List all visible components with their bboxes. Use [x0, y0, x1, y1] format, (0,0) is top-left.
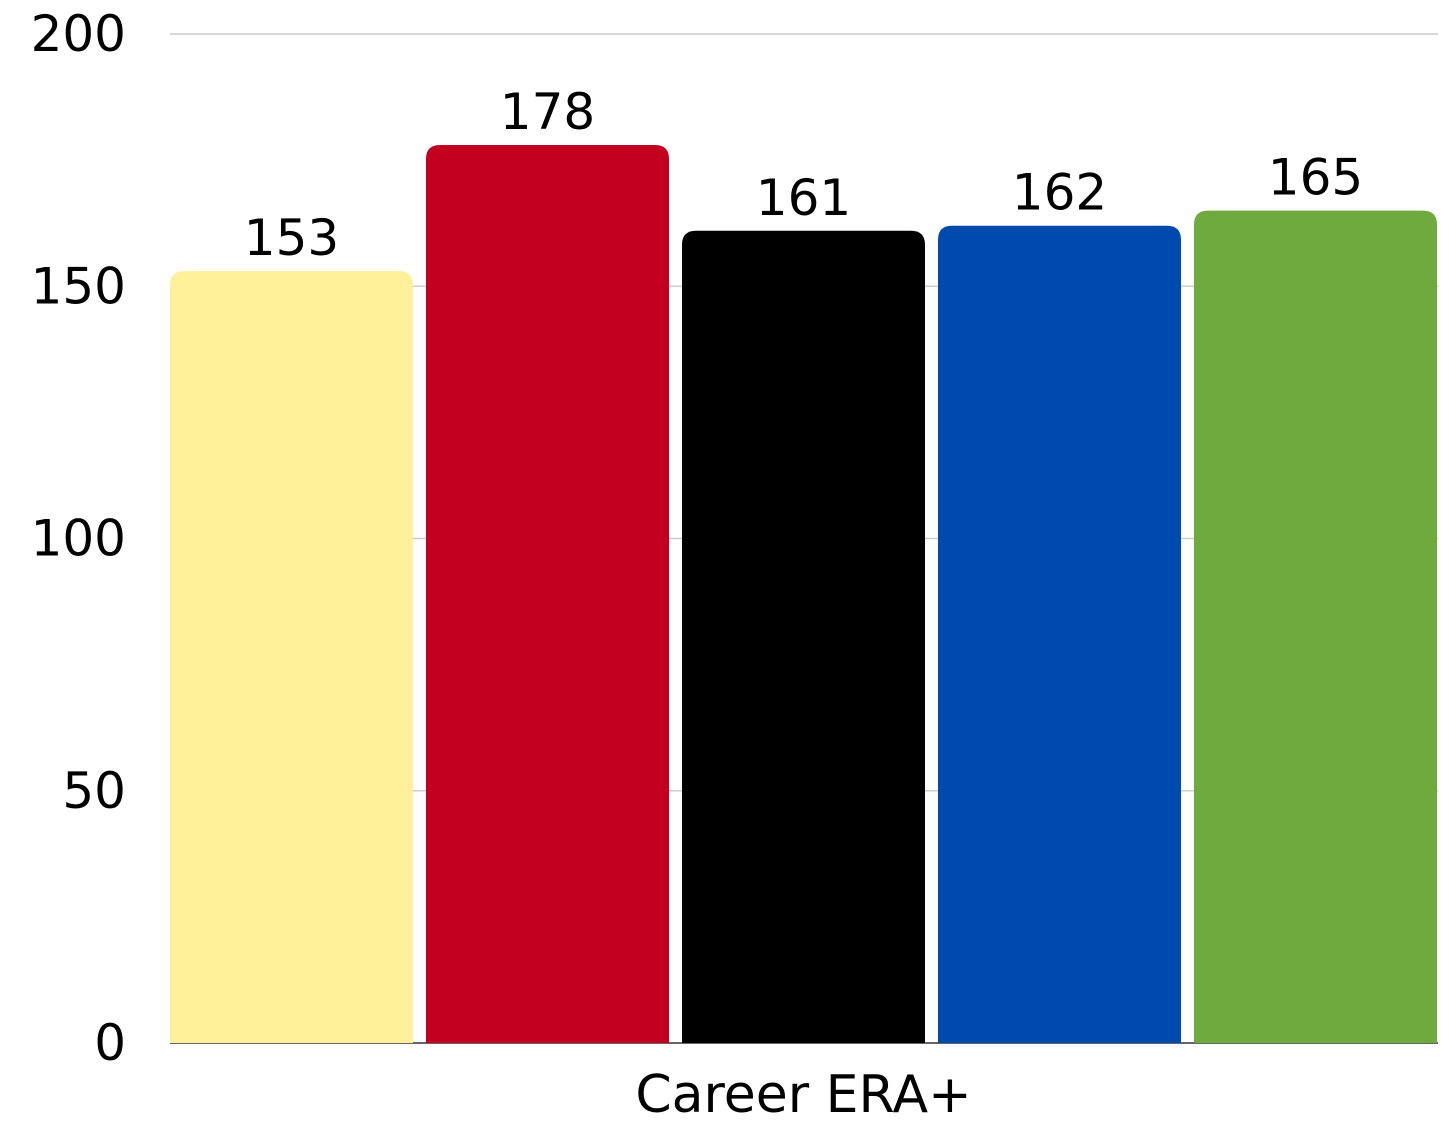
data-label-2: 178 [500, 83, 595, 141]
bar-1 [170, 271, 413, 1043]
category-label: Career ERA+ [635, 1065, 971, 1124]
y-tick-label-0: 0 [94, 1014, 126, 1072]
data-label-5: 165 [1268, 149, 1363, 207]
y-tick-label-200: 200 [31, 5, 126, 63]
y-tick-label-100: 100 [31, 510, 126, 568]
bar-5 [1194, 210, 1437, 1043]
y-tick-label-50: 50 [62, 762, 126, 820]
bar-4 [938, 225, 1181, 1043]
bar-2 [426, 144, 669, 1044]
data-labels: 153 178 161 162 165 [244, 83, 1363, 267]
bar-3 [682, 230, 925, 1043]
x-axis-category-labels: Career ERA+ [635, 1065, 971, 1124]
y-tick-label-150: 150 [31, 257, 126, 315]
data-label-1: 153 [244, 209, 339, 267]
data-label-4: 162 [1012, 164, 1107, 222]
bars [170, 144, 1437, 1044]
data-label-3: 161 [756, 169, 851, 227]
y-axis-tick-labels: 0 50 100 150 200 [31, 5, 126, 1072]
